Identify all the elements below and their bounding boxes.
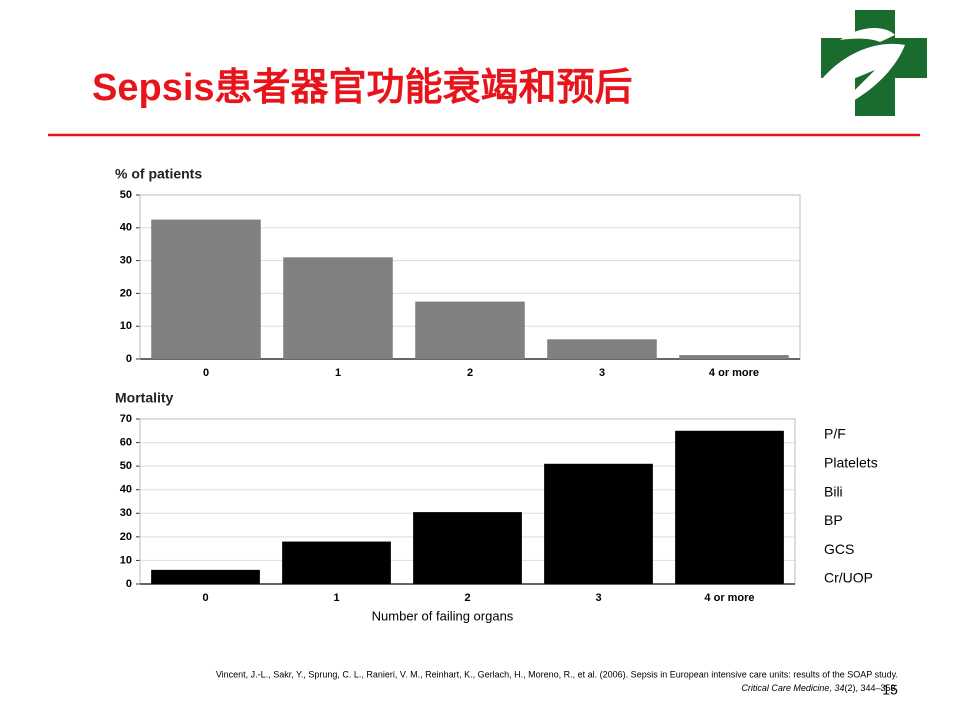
y-tick-label: 50 — [120, 189, 132, 201]
citation: Vincent, J.-L., Sakr, Y., Sprung, C. L.,… — [216, 669, 898, 679]
bar — [413, 512, 522, 584]
bar — [282, 541, 391, 584]
page-number: 15 — [882, 682, 898, 698]
x-axis-label: Number of failing organs — [372, 608, 514, 623]
y-tick-label: 70 — [120, 413, 132, 425]
x-tick-label: 3 — [599, 367, 605, 379]
x-tick-label: 4 or more — [709, 367, 759, 379]
y-tick-label: 30 — [120, 255, 132, 267]
citation-journal: Critical Care Medicine, 34 — [741, 683, 844, 693]
side-list-item: GCS — [824, 541, 854, 557]
y-tick-label: 20 — [120, 287, 132, 299]
y-tick-label: 50 — [120, 460, 132, 472]
bar — [283, 257, 393, 359]
x-tick-label: 3 — [595, 592, 601, 604]
y-tick-label: 10 — [120, 320, 132, 332]
citation-pages: (2), 344–353. — [844, 683, 898, 693]
bar — [151, 569, 260, 584]
x-tick-label: 2 — [467, 367, 473, 379]
bar — [547, 339, 657, 359]
y-tick-label: 40 — [120, 484, 132, 496]
citation-source: Critical Care Medicine, 34(2), 344–353. — [741, 683, 898, 693]
slide-title: Sepsis患者器官功能衰竭和预后 — [92, 67, 633, 109]
y-tick-label: 30 — [120, 507, 132, 519]
y-tick-label: 40 — [120, 222, 132, 234]
x-tick-label: 2 — [464, 592, 470, 604]
x-tick-label: 1 — [333, 592, 339, 604]
bar — [151, 219, 261, 359]
bar — [675, 430, 784, 584]
logo — [812, 10, 927, 116]
bar — [415, 301, 525, 359]
bar — [679, 355, 789, 359]
y-tick-label: 0 — [126, 578, 132, 590]
y-tick-label: 0 — [126, 353, 132, 365]
side-list-item: BP — [824, 512, 843, 528]
y-tick-label: 20 — [120, 531, 132, 543]
y-tick-label: 60 — [120, 436, 132, 448]
side-list-item: Platelets — [824, 455, 878, 471]
bar — [544, 463, 653, 584]
x-tick-label: 0 — [203, 367, 209, 379]
x-tick-label: 4 or more — [704, 592, 754, 604]
x-tick-label: 1 — [335, 367, 341, 379]
side-list-item: P/F — [824, 426, 846, 442]
x-tick-label: 0 — [202, 592, 208, 604]
y-tick-label: 10 — [120, 554, 132, 566]
chart-title: % of patients — [115, 166, 202, 182]
side-list-item: Cr/UOP — [824, 570, 873, 586]
chart-title: Mortality — [115, 390, 174, 406]
side-list-item: Bili — [824, 483, 843, 499]
